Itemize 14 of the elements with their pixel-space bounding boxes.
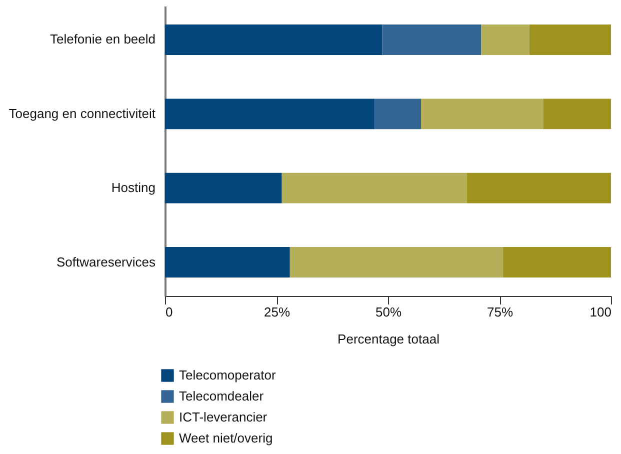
y-tick-label: Hosting <box>111 180 156 196</box>
y-tick-label: Telefonie en beeld <box>50 32 156 47</box>
legend-label: Telecomoperator <box>179 368 276 382</box>
y-tick-label: Toegang en connectiviteit <box>8 106 156 121</box>
x-tick-label: 25% <box>264 304 290 320</box>
x-tick-label: 75% <box>486 304 514 320</box>
legend-label: Weet niet/overig <box>179 430 273 446</box>
y-tick-label: Softwareservices <box>56 254 156 270</box>
x-tick-label: 100 <box>590 304 612 320</box>
legend-label: Telecomdealer <box>179 388 264 404</box>
x-axis-title: Percentage totaal <box>338 332 440 346</box>
x-tick-label: 50% <box>375 304 402 320</box>
legend-label: ICT-leverancier <box>179 410 268 424</box>
x-tick-label: 0 <box>166 304 173 320</box>
